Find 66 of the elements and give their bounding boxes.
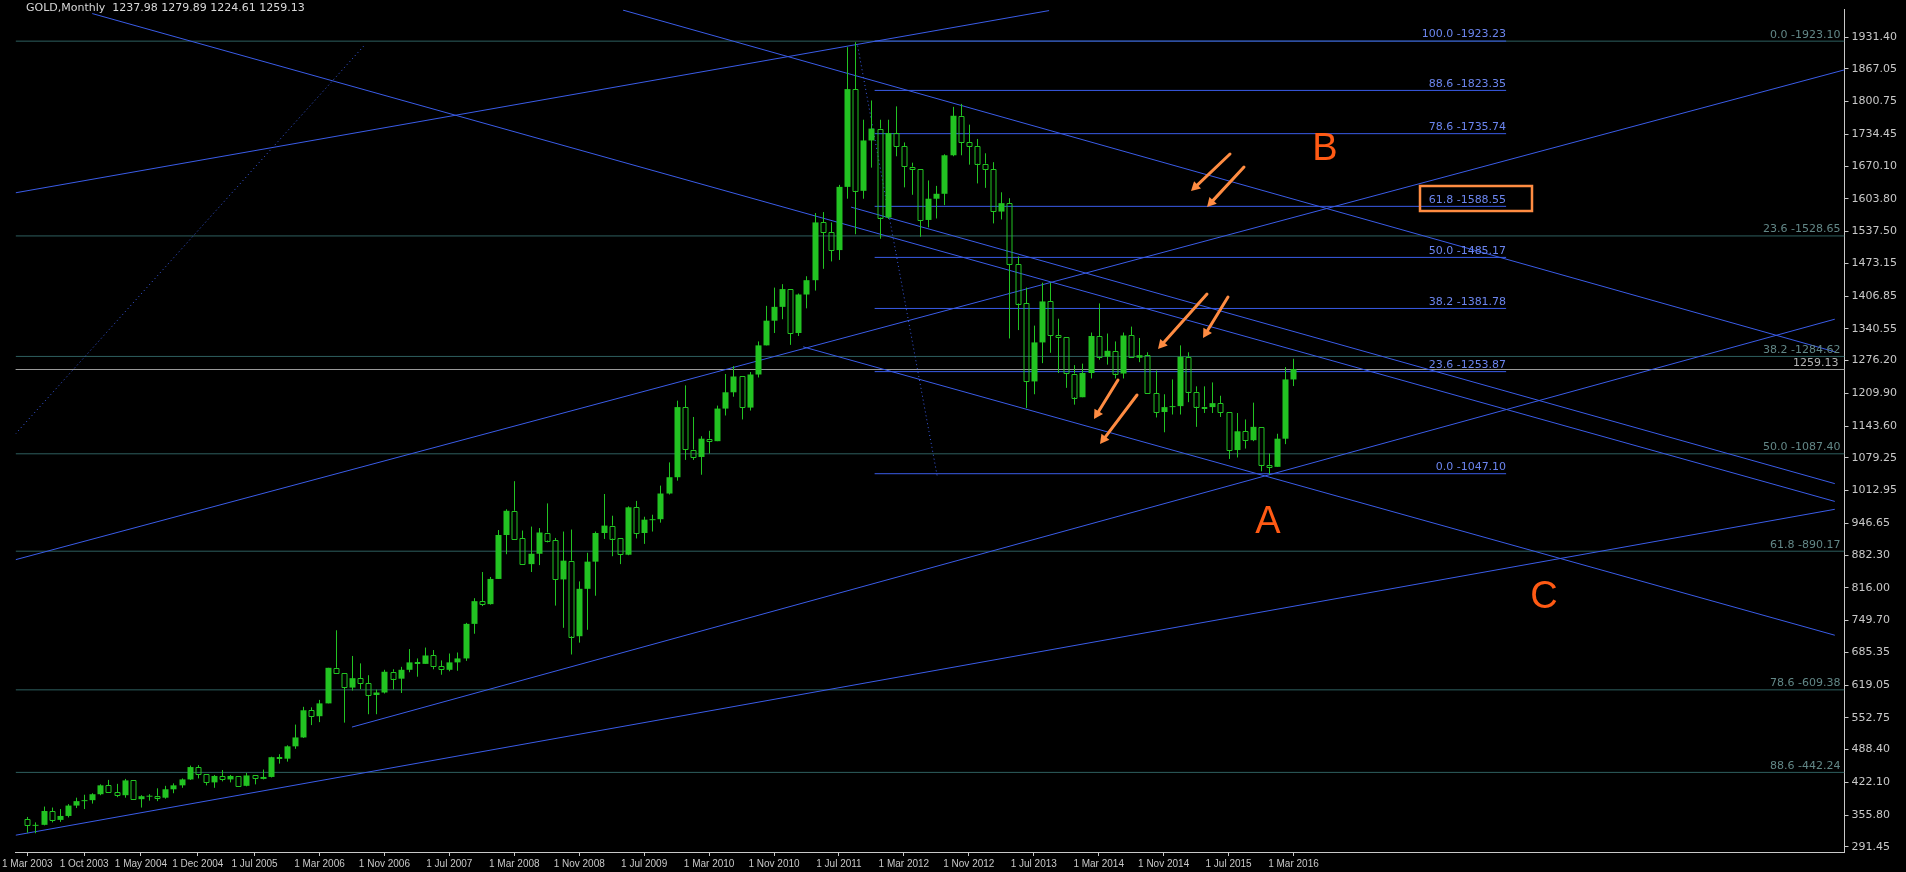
series-label: 100.0 -1923.23 bbox=[1421, 27, 1507, 41]
y-tick-label: 1473.15 bbox=[1851, 256, 1898, 270]
x-tick-label: 1 Jul 2009 bbox=[621, 857, 668, 869]
x-tick-label: 1 Nov 2008 bbox=[553, 857, 606, 869]
annotation: B bbox=[1312, 126, 1338, 169]
y-tick-label: 1079.25 bbox=[1851, 450, 1898, 464]
x-tick-label: 1 Mar 2008 bbox=[488, 857, 541, 869]
y-tick-label: 882.30 bbox=[1851, 547, 1891, 561]
y-tick-label: 1340.55 bbox=[1851, 321, 1898, 335]
y-tick-label: 1276.20 bbox=[1851, 353, 1898, 367]
y-tick-label: 1012.95 bbox=[1851, 483, 1898, 497]
y-tick-label: 946.65 bbox=[1851, 516, 1891, 530]
ref-line-label: 1259.13 bbox=[1793, 355, 1839, 369]
chart-title: GOLD,Monthly 1237.98 1279.89 1224.61 1259.13 bbox=[26, 1, 305, 14]
series-label: 88.6 -1823.35 bbox=[1428, 76, 1507, 90]
y-tick-label: 552.75 bbox=[1851, 710, 1891, 724]
x-tick-label: 1 Jul 2011 bbox=[816, 857, 863, 869]
x-tick-label: 1 Mar 2006 bbox=[294, 857, 346, 869]
y-tick-label: 355.80 bbox=[1851, 807, 1891, 821]
x-tick-label: 1 Nov 2014 bbox=[1138, 857, 1190, 869]
y-tick-label: 685.35 bbox=[1851, 645, 1891, 659]
x-tick-label: 1 Nov 2006 bbox=[358, 857, 411, 869]
y-tick-label: 1800.75 bbox=[1851, 94, 1898, 108]
y-tick-label: 1867.05 bbox=[1851, 61, 1898, 75]
y-tick-label: 1931.40 bbox=[1851, 29, 1898, 43]
y-tick-label: 1406.85 bbox=[1851, 288, 1898, 302]
series-label: 0.0 -1923.10 bbox=[1770, 27, 1841, 41]
x-tick-label: 1 Nov 2010 bbox=[748, 857, 801, 869]
series-label: 88.6 -442.24 bbox=[1770, 758, 1841, 772]
y-tick-label: 291.45 bbox=[1851, 839, 1891, 853]
x-tick-label: 1 Jul 2005 bbox=[231, 857, 279, 869]
annotation: A bbox=[1255, 499, 1282, 542]
x-tick-label: 1 Mar 2016 bbox=[1268, 857, 1320, 869]
y-tick-label: 1537.50 bbox=[1851, 224, 1898, 238]
x-tick-label: 1 Dec 2004 bbox=[172, 857, 224, 869]
y-tick-label: 422.10 bbox=[1851, 775, 1891, 789]
series-label: 23.6 -1528.65 bbox=[1763, 222, 1841, 236]
x-tick-label: 1 Mar 2010 bbox=[683, 857, 735, 869]
series-label: 38.2 -1284.62 bbox=[1763, 342, 1841, 356]
y-tick-label: 1603.80 bbox=[1851, 191, 1898, 205]
series-label: 0.0 -1047.10 bbox=[1435, 460, 1507, 474]
series-label: 61.8 -890.17 bbox=[1770, 537, 1841, 551]
series-label: 38.2 -1381.78 bbox=[1428, 294, 1507, 308]
y-tick-label: 1734.45 bbox=[1851, 127, 1898, 141]
series-label: 61.8 -1588.55 bbox=[1428, 192, 1507, 206]
x-tick-label: 1 Mar 2012 bbox=[878, 857, 930, 869]
x-tick-label: 1 Jul 2007 bbox=[426, 857, 473, 869]
series-label: 78.6 -1735.74 bbox=[1428, 120, 1507, 134]
x-tick-label: 1 Mar 2014 bbox=[1073, 857, 1125, 869]
annotation: C bbox=[1530, 574, 1558, 617]
y-tick-label: 1209.90 bbox=[1851, 386, 1898, 400]
x-tick-label: 1 Nov 2012 bbox=[943, 857, 995, 869]
y-tick-label: 488.40 bbox=[1851, 742, 1891, 756]
x-tick-label: 1 Mar 2003 bbox=[2, 857, 54, 869]
series-label: 23.6 -1253.87 bbox=[1428, 357, 1507, 371]
y-tick-label: 816.00 bbox=[1851, 580, 1891, 594]
y-tick-label: 1143.60 bbox=[1851, 418, 1898, 432]
series-label: 50.0 -1087.40 bbox=[1763, 440, 1841, 454]
series-label: 78.6 -609.38 bbox=[1770, 676, 1841, 690]
x-tick-label: 1 May 2004 bbox=[114, 857, 168, 869]
x-tick-label: 1 Jul 2013 bbox=[1010, 857, 1058, 869]
x-tick-label: 1 Oct 2003 bbox=[59, 857, 110, 869]
y-tick-label: 1670.10 bbox=[1851, 158, 1898, 172]
y-tick-label: 749.70 bbox=[1851, 613, 1891, 627]
x-tick-label: 1 Jul 2015 bbox=[1205, 857, 1253, 869]
y-tick-label: 619.05 bbox=[1851, 677, 1891, 691]
